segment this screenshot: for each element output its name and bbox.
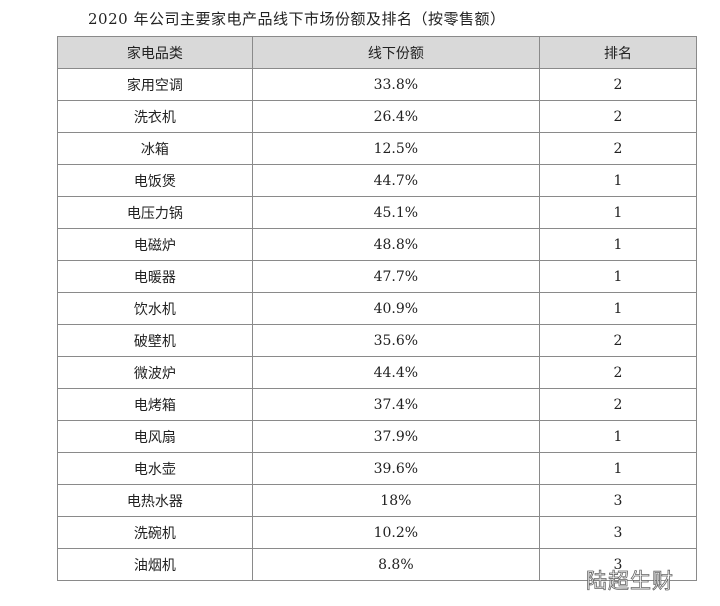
cell-share: 10.2% (251, 516, 541, 549)
table-row: 洗碗机 10.2% 3 (57, 516, 697, 549)
cell-rank: 1 (539, 452, 697, 485)
market-share-table: 家电品类 线下份额 排名 家用空调 33.8% 2 洗衣机 26.4% 2 冰箱 12.5% 2… (57, 36, 697, 581)
cell-share: 45.1% (251, 196, 541, 229)
table-row: 微波炉 44.4% 2 (57, 356, 697, 389)
cell-share: 44.4% (251, 356, 541, 389)
cell-rank: 1 (539, 292, 697, 325)
cell-share: 18% (251, 484, 541, 517)
table-row: 家用空调 33.8% 2 (57, 68, 697, 101)
cell-category: 饮水机 (57, 292, 253, 325)
cell-category: 电暖器 (57, 260, 253, 293)
cell-share: 8.8% (251, 548, 541, 581)
table-row: 破壁机 35.6% 2 (57, 324, 697, 357)
cell-category: 洗碗机 (57, 516, 253, 549)
cell-category: 油烟机 (57, 548, 253, 581)
cell-rank: 1 (539, 196, 697, 229)
cell-share: 37.4% (251, 388, 541, 421)
cell-category: 电热水器 (57, 484, 253, 517)
table-row: 冰箱 12.5% 2 (57, 132, 697, 165)
cell-share: 47.7% (251, 260, 541, 293)
cell-share: 12.5% (251, 132, 541, 165)
table-row: 电热水器 18% 3 (57, 484, 697, 517)
cell-share: 48.8% (251, 228, 541, 261)
table-row: 油烟机 8.8% 3 (57, 548, 697, 581)
cell-rank: 2 (539, 388, 697, 421)
cell-rank: 1 (539, 260, 697, 293)
cell-rank: 1 (539, 420, 697, 453)
cell-category: 电磁炉 (57, 228, 253, 261)
cell-rank: 2 (539, 68, 697, 101)
cell-share: 37.9% (251, 420, 541, 453)
header-row: 家电品类 线下份额 排名 (57, 36, 697, 69)
header-category: 家电品类 (57, 36, 253, 69)
table-row: 电暖器 47.7% 1 (57, 260, 697, 293)
cell-share: 26.4% (251, 100, 541, 133)
table-title: 2020 年公司主要家电产品线下市场份额及排名（按零售额） (88, 10, 506, 28)
cell-category: 电压力锅 (57, 196, 253, 229)
cell-share: 39.6% (251, 452, 541, 485)
watermark: 陆超生财 (586, 569, 674, 594)
cell-category: 微波炉 (57, 356, 253, 389)
header-rank: 排名 (539, 36, 697, 69)
cell-share: 44.7% (251, 164, 541, 197)
cell-rank: 2 (539, 132, 697, 165)
table-row: 电风扇 37.9% 1 (57, 420, 697, 453)
table-row: 电压力锅 45.1% 1 (57, 196, 697, 229)
cell-rank: 3 (539, 516, 697, 549)
cell-rank: 3 (539, 484, 697, 517)
table-row: 电水壶 39.6% 1 (57, 452, 697, 485)
table-row: 电磁炉 48.8% 1 (57, 228, 697, 261)
cell-category: 电烤箱 (57, 388, 253, 421)
table-row: 洗衣机 26.4% 2 (57, 100, 697, 133)
cell-rank: 2 (539, 100, 697, 133)
cell-rank: 1 (539, 164, 697, 197)
cell-category: 电饭煲 (57, 164, 253, 197)
cell-rank: 2 (539, 324, 697, 357)
cell-category: 电水壶 (57, 452, 253, 485)
cell-rank: 3 (539, 548, 697, 581)
cell-category: 洗衣机 (57, 100, 253, 133)
header-share: 线下份额 (251, 36, 541, 69)
cell-share: 35.6% (251, 324, 541, 357)
cell-category: 电风扇 (57, 420, 253, 453)
cell-category: 破壁机 (57, 324, 253, 357)
cell-rank: 1 (539, 228, 697, 261)
cell-share: 33.8% (251, 68, 541, 101)
table-row: 饮水机 40.9% 1 (57, 292, 697, 325)
cell-rank: 2 (539, 356, 697, 389)
cell-category: 冰箱 (57, 132, 253, 165)
cell-share: 40.9% (251, 292, 541, 325)
table-row: 电饭煲 44.7% 1 (57, 164, 697, 197)
table-row: 电烤箱 37.4% 2 (57, 388, 697, 421)
cell-category: 家用空调 (57, 68, 253, 101)
